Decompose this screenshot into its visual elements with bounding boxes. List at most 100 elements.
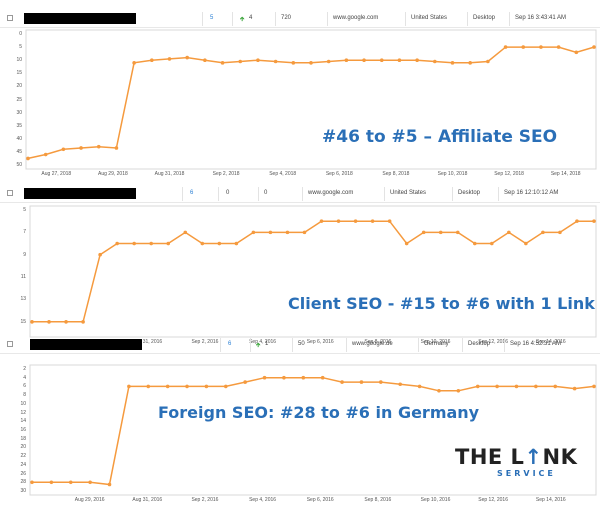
- rank-data-point[interactable]: [107, 482, 112, 487]
- rank-data-point[interactable]: [539, 45, 543, 49]
- rank-data-point[interactable]: [61, 147, 66, 152]
- rank-data-point[interactable]: [47, 320, 51, 324]
- rank-data-point[interactable]: [521, 45, 526, 49]
- rank-data-point[interactable]: [220, 61, 225, 65]
- rank-data-point[interactable]: [273, 59, 278, 64]
- rank-data-point[interactable]: [302, 230, 307, 235]
- checkbox-icon[interactable]: [7, 341, 13, 347]
- rank-value[interactable]: 5: [210, 15, 214, 21]
- rank-data-point[interactable]: [149, 241, 154, 246]
- rank-data-point[interactable]: [340, 380, 344, 384]
- rank-data-point[interactable]: [398, 382, 403, 387]
- rank-data-point[interactable]: [88, 480, 92, 485]
- rank-data-point[interactable]: [68, 480, 73, 485]
- rank-data-point[interactable]: [320, 375, 325, 380]
- rank-data-point[interactable]: [217, 241, 222, 246]
- rank-data-point[interactable]: [146, 384, 151, 389]
- rank-data-point[interactable]: [344, 58, 349, 62]
- rank-data-point[interactable]: [79, 146, 83, 150]
- rank-data-point[interactable]: [490, 241, 494, 246]
- rank-data-point[interactable]: [472, 241, 477, 246]
- rank-value[interactable]: 6: [228, 341, 232, 347]
- rank-data-point[interactable]: [326, 59, 331, 64]
- rank-data-point[interactable]: [495, 384, 499, 389]
- rank-data-point[interactable]: [30, 480, 34, 485]
- rank-data-point[interactable]: [379, 58, 384, 62]
- rank-data-point[interactable]: [379, 380, 383, 384]
- rank-data-point[interactable]: [64, 320, 68, 324]
- rank-data-point[interactable]: [30, 320, 34, 324]
- rank-data-point[interactable]: [150, 58, 154, 62]
- rank-data-point[interactable]: [524, 241, 528, 246]
- rank-data-point[interactable]: [486, 59, 490, 64]
- rank-data-point[interactable]: [404, 241, 409, 246]
- rank-data-point[interactable]: [592, 219, 596, 223]
- rank-data-point[interactable]: [558, 230, 562, 235]
- rank-data-point[interactable]: [127, 384, 131, 389]
- rank-data-point[interactable]: [183, 230, 188, 235]
- rank-data-point[interactable]: [282, 375, 286, 380]
- rank-data-point[interactable]: [167, 57, 172, 61]
- rank-data-point[interactable]: [541, 230, 545, 235]
- rank-data-point[interactable]: [514, 384, 519, 389]
- rank-value[interactable]: 6: [190, 190, 194, 196]
- rank-data-point[interactable]: [359, 380, 364, 384]
- rank-data-point[interactable]: [468, 61, 472, 65]
- rank-data-point[interactable]: [575, 219, 579, 223]
- rank-data-point[interactable]: [592, 384, 596, 389]
- rank-data-point[interactable]: [319, 219, 324, 223]
- rank-data-point[interactable]: [268, 230, 273, 235]
- rank-data-point[interactable]: [115, 241, 119, 246]
- rank-data-point[interactable]: [256, 58, 260, 62]
- rank-data-point[interactable]: [475, 384, 480, 389]
- rank-data-point[interactable]: [238, 59, 243, 64]
- rank-data-point[interactable]: [353, 219, 358, 223]
- rank-data-point[interactable]: [556, 45, 561, 49]
- rank-data-point[interactable]: [203, 58, 207, 62]
- rank-data-point[interactable]: [204, 384, 209, 389]
- rank-data-point[interactable]: [456, 388, 461, 393]
- rank-data-point[interactable]: [362, 58, 366, 62]
- rank-data-point[interactable]: [185, 384, 189, 389]
- rank-data-point[interactable]: [243, 380, 247, 384]
- rank-data-point[interactable]: [455, 230, 460, 235]
- rank-data-point[interactable]: [387, 219, 392, 223]
- rank-data-point[interactable]: [132, 61, 136, 65]
- rank-data-point[interactable]: [417, 384, 422, 389]
- rank-data-point[interactable]: [166, 241, 171, 246]
- rank-data-point[interactable]: [415, 58, 419, 62]
- rank-data-point[interactable]: [234, 241, 239, 246]
- rank-data-point[interactable]: [397, 58, 402, 62]
- rank-data-point[interactable]: [370, 219, 375, 223]
- rank-data-point[interactable]: [185, 55, 189, 60]
- rank-data-point[interactable]: [98, 252, 102, 257]
- rank-data-point[interactable]: [336, 219, 341, 223]
- rank-data-point[interactable]: [301, 375, 306, 380]
- rank-data-point[interactable]: [132, 241, 136, 246]
- rank-data-point[interactable]: [251, 230, 256, 235]
- rank-data-point[interactable]: [421, 230, 426, 235]
- rank-data-point[interactable]: [592, 45, 596, 49]
- rank-data-point[interactable]: [309, 61, 313, 65]
- rank-data-point[interactable]: [438, 230, 443, 235]
- rank-data-point[interactable]: [200, 241, 205, 246]
- rank-data-point[interactable]: [437, 388, 441, 393]
- rank-data-point[interactable]: [553, 384, 558, 389]
- checkbox-icon[interactable]: [7, 15, 13, 21]
- rank-data-point[interactable]: [262, 375, 267, 380]
- rank-data-point[interactable]: [26, 156, 30, 161]
- rank-data-point[interactable]: [81, 320, 85, 324]
- rank-data-point[interactable]: [433, 59, 437, 64]
- rank-data-point[interactable]: [503, 45, 508, 49]
- rank-data-point[interactable]: [534, 384, 538, 389]
- rank-data-point[interactable]: [572, 386, 577, 391]
- rank-data-point[interactable]: [507, 230, 511, 235]
- rank-data-point[interactable]: [114, 146, 119, 150]
- rank-data-point[interactable]: [291, 61, 296, 65]
- rank-data-point[interactable]: [49, 480, 54, 485]
- rank-data-point[interactable]: [165, 384, 170, 389]
- checkbox-icon[interactable]: [7, 190, 13, 196]
- rank-data-point[interactable]: [223, 384, 228, 389]
- rank-data-point[interactable]: [43, 152, 48, 157]
- rank-data-point[interactable]: [285, 230, 290, 235]
